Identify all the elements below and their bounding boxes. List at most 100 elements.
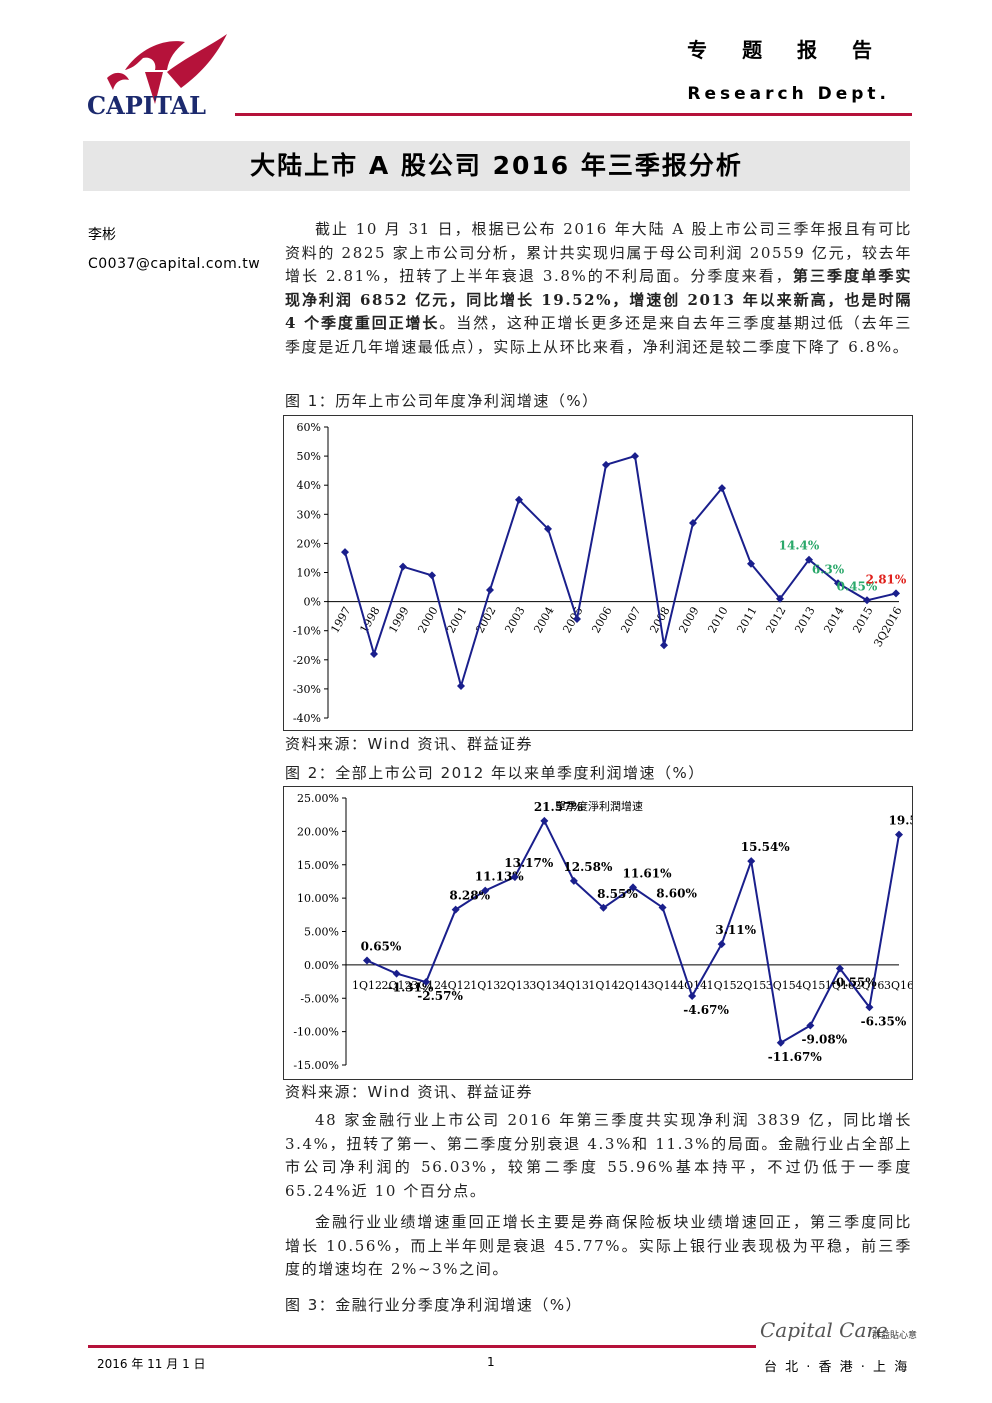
y-tick-label: -30% <box>293 683 321 696</box>
data-label: -1.31% <box>388 981 434 995</box>
paragraph: 截止 10 月 31 日，根据已公布 2016 年大陆 A 股上市公司三季年报且… <box>285 218 912 359</box>
y-tick-label: -10.00% <box>293 1026 339 1039</box>
x-tick-label: 4Q15 <box>795 979 825 992</box>
data-point <box>457 681 465 690</box>
text-run: 48 家金融行业上市公司 2016 年第三季度共实现净利润 3839 亿，同比增… <box>285 1111 912 1200</box>
x-tick-label: 3Q14 <box>648 979 678 992</box>
offices: 台 北 · 香 港 · 上 海 <box>764 1360 910 1375</box>
paragraph: 金融行业业绩增速重回正增长主要是券商保险板块业绩增速回正，第三季度同比增长 10… <box>285 1211 912 1282</box>
data-point <box>510 872 519 881</box>
data-point <box>341 548 349 557</box>
x-tick-label: 2012 <box>763 605 788 636</box>
figure-caption: 图 2：全部上市公司 2012 年以来单季度利润增速（%） <box>285 764 705 782</box>
data-point <box>776 594 784 603</box>
y-tick-label: 25.00% <box>297 792 339 805</box>
data-point <box>631 452 639 461</box>
x-tick-label: 2004 <box>531 605 556 636</box>
data-point <box>486 585 494 594</box>
x-tick-label: 3Q15 <box>766 979 796 992</box>
data-label: 0.65% <box>361 940 402 954</box>
data-point <box>834 579 842 588</box>
data-point <box>660 641 668 650</box>
data-point <box>776 1038 785 1047</box>
x-tick-label: 2Q12 <box>382 979 412 992</box>
data-point <box>569 876 578 885</box>
footer-date: 2016 年 11 月 1 日 <box>97 1357 206 1371</box>
data-label: 8.28% <box>449 889 490 903</box>
figure-caption: 图 1：历年上市公司年度净利润增速（%） <box>285 392 599 410</box>
data-point <box>451 905 460 914</box>
data-point <box>689 519 697 528</box>
chart: -15.00% -10.00% -5.00% 0.00% 5.00% 10.00% 15.0… <box>283 786 913 1080</box>
logo-text: CAPITAL <box>87 91 206 120</box>
x-tick-label: 4Q14 <box>677 979 707 992</box>
data-label: 14.4% <box>779 539 820 553</box>
x-tick-label: 2007 <box>618 605 643 636</box>
x-tick-label: 4Q13 <box>559 979 589 992</box>
data-label: 6.3% <box>812 562 845 576</box>
data-point <box>602 460 610 469</box>
y-tick-label: 5.00% <box>304 926 339 939</box>
data-label: 0.45% <box>837 579 878 593</box>
y-tick-label: 50% <box>297 450 321 463</box>
y-tick-label: -40% <box>293 712 321 725</box>
data-point <box>747 857 756 866</box>
author-name: 李彬 <box>88 227 116 243</box>
x-tick-label: 1Q13 <box>470 979 500 992</box>
y-tick-label: 10% <box>297 567 321 580</box>
data-label: 3.11% <box>715 923 756 937</box>
x-tick-label: 2015 <box>850 605 875 636</box>
x-tick-label: 2Q16 <box>854 979 884 992</box>
data-label: -0.55% <box>831 976 877 990</box>
x-tick-label: 2013 <box>792 605 817 636</box>
doc-title: 大陆上市 A 股公司 2016 年三季报分析 <box>83 141 910 191</box>
x-tick-label: 1997 <box>328 605 353 636</box>
report-type: 专 题 报 告 <box>687 38 886 62</box>
data-line <box>344 454 897 690</box>
legend-label: 單季度淨利潤增速 <box>555 799 643 813</box>
chart: -40% -30% -20% -10% 0% 10% 20% 30% 40% 50% 60% 1997… <box>283 415 913 731</box>
x-tick-label: 2014 <box>821 605 846 636</box>
data-point <box>481 886 490 895</box>
data-label: 8.55% <box>597 887 638 901</box>
data-point <box>806 1021 815 1030</box>
data-point <box>428 571 436 580</box>
data-point <box>370 649 378 658</box>
data-label: -9.08% <box>802 1032 848 1046</box>
brand: Capital Care <box>760 1318 888 1342</box>
figure-source: 资料来源：Wind 资讯、群益证券 <box>285 735 533 753</box>
y-tick-label: 40% <box>297 479 321 492</box>
data-line <box>366 818 900 1045</box>
brand-cn: 群益貼心意 <box>872 1331 918 1341</box>
y-tick-label: -20% <box>293 654 321 667</box>
logo: CAPITAL <box>87 34 227 120</box>
data-point <box>599 903 608 912</box>
x-tick-label: 3Q16 <box>884 979 913 992</box>
y-tick-label: 20.00% <box>297 825 339 838</box>
x-tick-label: 2003 <box>502 605 527 636</box>
data-point <box>688 992 697 1001</box>
data-label: -4.67% <box>683 1003 729 1017</box>
paragraph: 48 家金融行业上市公司 2016 年第三季度共实现净利润 3839 亿，同比增… <box>285 1109 912 1203</box>
figure-caption: 图 3：金融行业分季度净利润增速（%） <box>285 1296 583 1314</box>
y-tick-label: 60% <box>297 421 321 434</box>
data-point <box>573 615 581 624</box>
data-point <box>544 524 552 533</box>
x-tick-label: 3Q13 <box>529 979 559 992</box>
x-tick-label: 2Q14 <box>618 979 648 992</box>
data-label: 8.60% <box>656 886 697 900</box>
x-tick-label: 2000 <box>415 605 440 636</box>
y-tick-label: -15.00% <box>293 1059 339 1072</box>
y-tick-label: -10% <box>293 625 321 638</box>
data-label: -2.57% <box>417 989 463 1003</box>
data-label: 21.57% <box>534 800 584 814</box>
x-tick-label: 2009 <box>676 605 701 636</box>
text-run: 。当然，这种正增长更多还是来自去年三季度基期过低（去年三季度是近几年增速最低点）… <box>285 314 912 356</box>
x-tick-label: 2006 <box>589 605 614 636</box>
text-run: 第三季度单季实现净利润 6852 亿元，同比增长 19.52%，增速创 2013… <box>285 267 913 332</box>
data-point <box>717 940 726 949</box>
text-run: 截止 10 月 31 日，根据已公布 2016 年大陆 A 股上市公司三季年报且… <box>285 220 912 285</box>
x-tick-label: 1Q12 <box>352 979 382 992</box>
x-tick-label: 2001 <box>444 605 469 636</box>
y-tick-label: 0% <box>304 596 321 609</box>
